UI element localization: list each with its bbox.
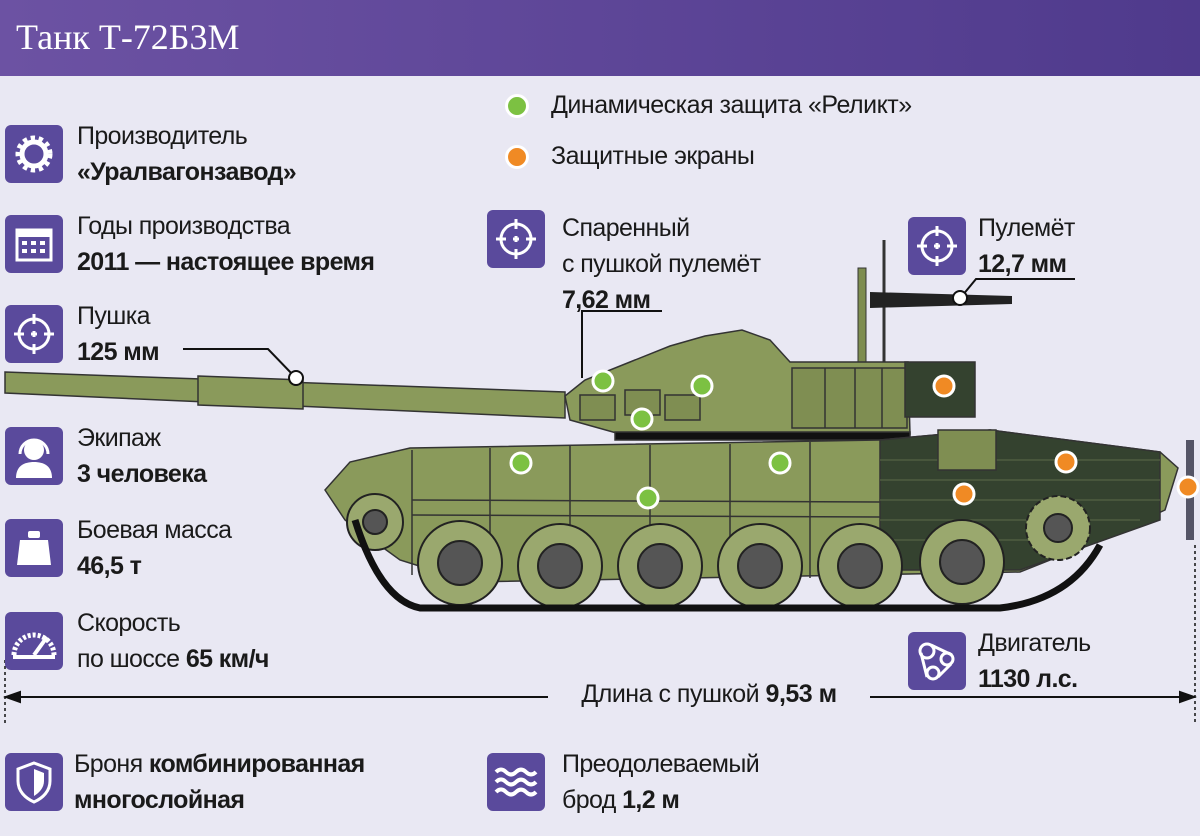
maker-value: «Уралвагонзавод» [77,158,297,186]
screen-marker [1054,450,1078,474]
spec-engine: Двигатель 1130 л.с. [908,625,1091,697]
crosshair-icon [5,305,63,363]
spec-armor: Броня комбинированная многослойная [5,746,365,818]
road-wheels [346,493,1091,609]
callout-lines [183,278,1075,378]
crosshair-icon [908,217,966,275]
reactive-armor-marker [690,374,714,398]
length-label: Длина с пушкой 9,53 м [548,680,870,709]
coax-value: 7,62 мм [562,286,651,314]
mg-value: 12,7 мм [978,250,1067,278]
crew-label: Экипаж [77,424,161,452]
armor-value: комбинированная [148,750,365,778]
calendar-icon [5,215,63,273]
reactive-armor-marker [768,451,792,475]
engine-belt-icon [908,632,966,690]
gun-label: Пушка [77,302,151,330]
years-value: 2011 — настоящее время [77,248,375,276]
gear-icon [5,125,63,183]
legend-screens: Защитные экраны [505,142,755,171]
orange-dot-icon [505,144,529,169]
armor-label: Броня [74,750,143,778]
reactive-armor-marker [630,407,654,431]
spec-mg: Пулемёт 12,7 мм [908,210,1075,282]
coax-label2: с пушкой пулемёт [562,250,761,278]
mass-value: 46,5 т [77,552,142,580]
screen-marker [952,482,976,506]
crew-value: 3 человека [77,460,207,488]
gun-callout-point [288,370,304,386]
ford-label2: брод [562,786,616,814]
spec-coax-mg: Спаренный с пушкой пулемёт 7,62 мм [487,210,761,318]
ford-value: 1,2 м [622,786,680,814]
gun-value: 125 мм [77,338,160,366]
crosshair-icon [487,210,545,268]
legend-label: Динамическая защита «Реликт» [551,91,912,119]
spec-speed: Скорость по шоссе 65 км/ч [5,605,269,677]
coax-label: Спаренный [562,214,690,242]
gun-barrel [4,371,566,419]
spec-ford: Преодолеваемый брод 1,2 м [487,746,760,818]
machine-gun-mount [857,240,1012,369]
spec-crew: Экипаж 3 человека [5,420,207,492]
spec-maker: Производитель «Уралвагонзавод» [5,118,297,190]
mg-callout-point [952,290,968,306]
length-text: Длина с пушкой [581,680,760,708]
track [351,518,1104,612]
screen-marker [932,374,956,398]
header-bar: Танк Т-72Б3М [0,0,1200,76]
legend-label: Защитные экраны [551,142,755,170]
maker-label: Производитель [77,122,248,150]
engine-value: 1130 л.с. [978,665,1078,693]
green-dot-icon [505,93,529,118]
page-title: Танк Т-72Б3М [16,17,240,57]
mg-label: Пулемёт [978,214,1075,242]
length-value: 9,53 м [765,680,838,708]
turret [564,329,976,441]
reactive-armor-marker [591,369,615,393]
speed-label: Скорость [77,609,181,637]
armor-value2: многослойная [74,786,245,814]
speed-label2: по шоссе [77,645,180,673]
spec-gun: Пушка 125 мм [5,298,160,370]
shield-icon [5,753,63,811]
speedometer-icon [5,612,63,670]
spec-mass: Боевая масса 46,5 т [5,512,232,584]
screen-marker [1176,475,1200,499]
spec-years: Годы производства 2011 — настоящее время [5,208,375,280]
years-label: Годы производства [77,212,291,240]
waves-icon [487,753,545,811]
engine-label: Двигатель [978,629,1091,657]
crew-icon [5,427,63,485]
mass-label: Боевая масса [77,516,232,544]
weight-icon [5,519,63,577]
ford-label: Преодолеваемый [562,750,760,778]
legend-reactive-armor: Динамическая защита «Реликт» [505,91,912,120]
reactive-armor-marker [509,451,533,475]
speed-value: 65 км/ч [185,645,270,673]
reactive-armor-marker [636,486,660,510]
